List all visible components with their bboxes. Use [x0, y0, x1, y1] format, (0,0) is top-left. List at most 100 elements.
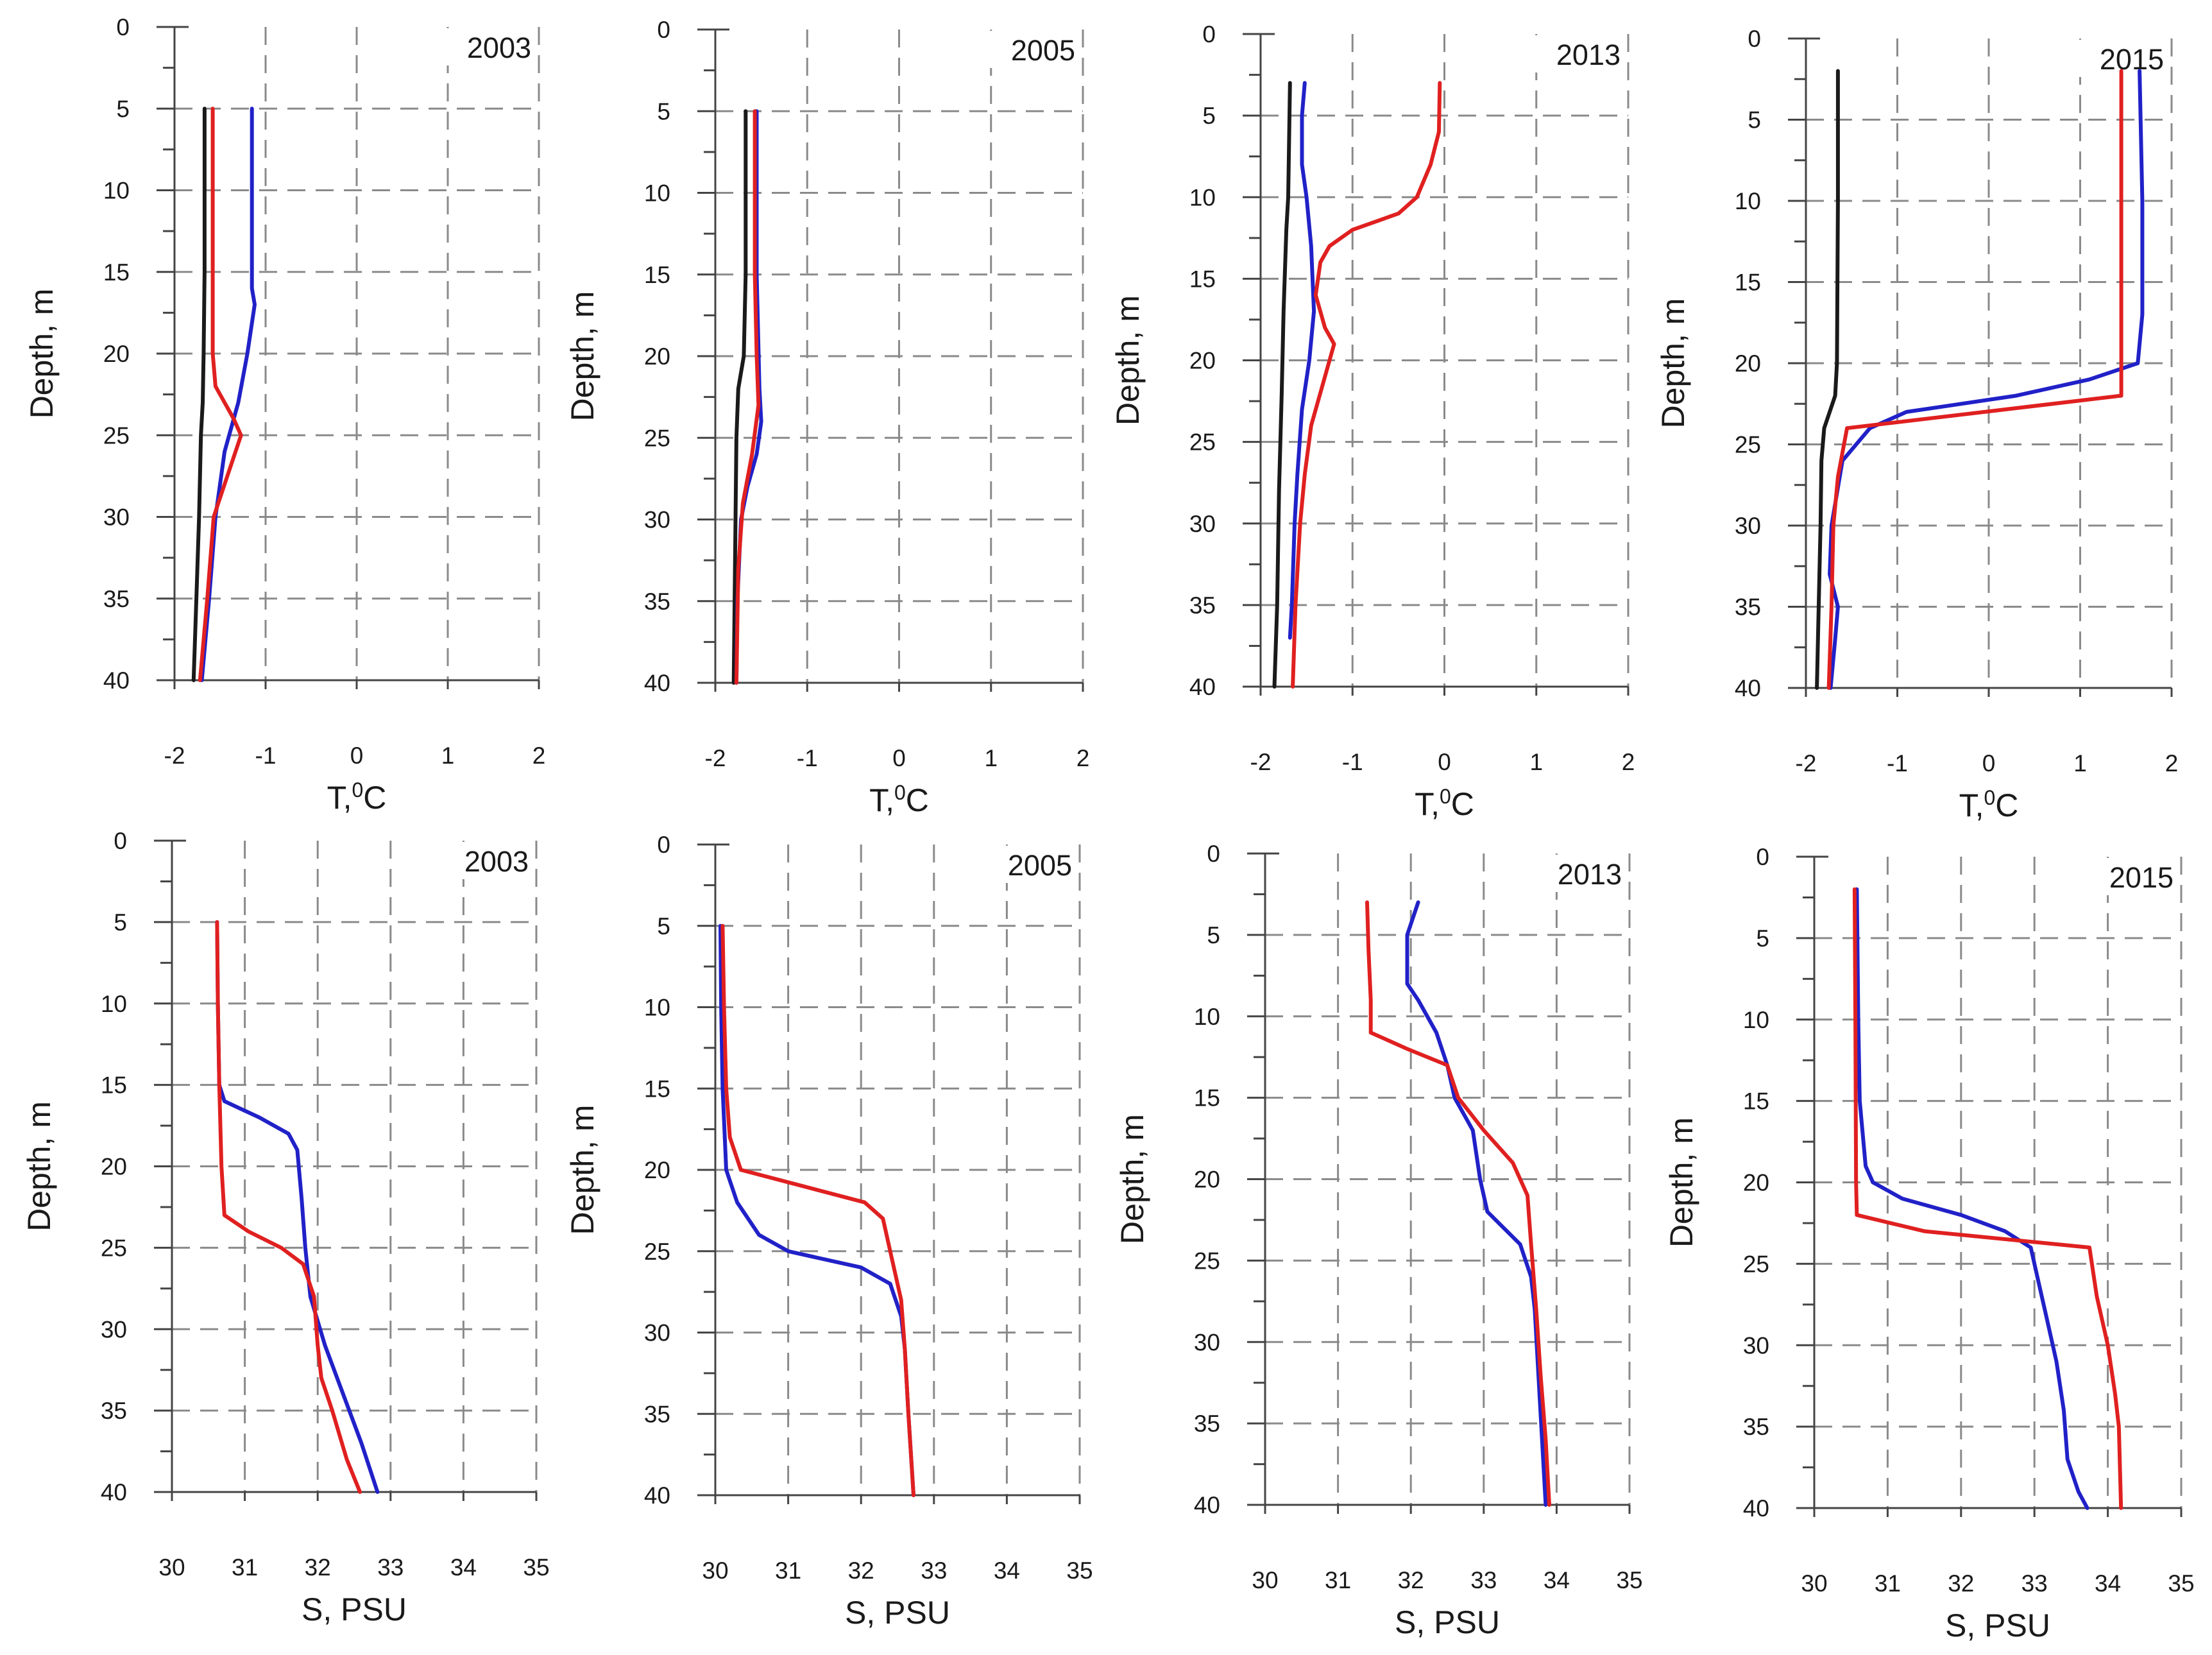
y-tick-label: 5: [657, 913, 670, 939]
series-line-blue: [200, 107, 257, 682]
x-tick-label: 1: [1529, 749, 1543, 775]
series-line-black: [1815, 69, 1840, 690]
year-label: 2015: [2100, 43, 2164, 76]
y-axis-title: Depth, m: [1663, 1117, 1699, 1248]
y-tick-label: 25: [644, 1239, 670, 1265]
series-line-black: [191, 107, 207, 682]
x-tick-label: 30: [702, 1557, 728, 1584]
degree-superscript: 0: [894, 781, 906, 804]
panel-temperature-2013: 0 5 10 15 20 25 30 35 40 -2 -1 0 1 2 T,0C Depth, m 2013: [1110, 21, 1635, 822]
y-tick-label: 35: [1189, 592, 1216, 619]
x-tick-label: 35: [1066, 1557, 1093, 1584]
x-tick-label: 1: [2073, 750, 2087, 776]
series-line-red: [1291, 81, 1442, 689]
y-tick-label: 30: [101, 1316, 127, 1342]
x-tick-label: 32: [848, 1557, 874, 1584]
unit-text: C: [906, 782, 929, 818]
x-tick-label: 33: [921, 1557, 947, 1584]
y-tick-label: 10: [1743, 1007, 1769, 1033]
unit-text: C: [1451, 786, 1474, 822]
x-tick-label: 2: [532, 742, 546, 769]
x-tick-label: 30: [1252, 1567, 1278, 1593]
y-tick-label: 0: [114, 828, 127, 854]
y-axis-title: Depth, m: [24, 289, 60, 419]
y-tick-label: 25: [1189, 429, 1216, 456]
x-axis-title: S, PSU: [1395, 1604, 1500, 1640]
x-tick-label: -2: [164, 742, 185, 769]
x-tick-label: 0: [1438, 749, 1451, 775]
year-label: 2005: [1008, 849, 1072, 882]
y-tick-label: 20: [1735, 350, 1761, 377]
y-tick-label: 30: [644, 507, 670, 533]
y-tick-label: 20: [644, 1157, 670, 1183]
y-tick-label: 10: [1189, 184, 1216, 210]
y-tick-label: 0: [1756, 844, 1769, 870]
degree-superscript: 0: [1440, 785, 1451, 808]
y-tick-label: 5: [116, 96, 130, 122]
x-tick-label: 2: [2165, 750, 2179, 776]
year-label-bg: [1536, 855, 1626, 892]
y-tick-label: 15: [101, 1072, 127, 1099]
x-axis-title: S, PSU: [302, 1591, 407, 1627]
year-label-bg: [2088, 858, 2178, 895]
year-label-bg: [446, 28, 536, 65]
year-label: 2013: [1556, 39, 1621, 71]
y-axis-title: Depth, m: [565, 291, 600, 422]
y-axis-title: Depth, m: [565, 1105, 600, 1235]
x-tick-label: 32: [1398, 1567, 1424, 1593]
y-tick-label: 40: [1735, 675, 1761, 701]
x-tick-label: 0: [350, 742, 364, 769]
series-line-blue: [1405, 900, 1548, 1507]
y-tick-label: 25: [1735, 432, 1761, 458]
series-line-blue: [215, 920, 380, 1494]
panel-temperature-2015: 0 5 10 15 20 25 30 35 40 -2 -1 0 1 2 T,0C Depth, m 2015: [1655, 26, 2178, 823]
x-tick-label: 30: [1801, 1570, 1827, 1597]
y-tick-label: 5: [657, 98, 670, 124]
x-axis-title: T,0C: [869, 781, 929, 818]
y-tick-label: 25: [1743, 1251, 1769, 1277]
year-label: 2015: [2109, 861, 2174, 894]
degree-superscript: 0: [1984, 786, 1996, 809]
panel-temperature-2005: 0 5 10 15 20 25 30 35 40 -2 -1 0 1 2 T,0C Depth, m 2005: [565, 17, 1089, 818]
y-tick-label: 40: [1743, 1495, 1769, 1522]
y-tick-label: 10: [644, 180, 670, 207]
series-line-black: [731, 109, 748, 685]
y-tick-label: 15: [644, 262, 670, 288]
x-tick-label: -1: [1887, 750, 1908, 776]
y-tick-label: 10: [101, 991, 127, 1017]
series-line-red: [1365, 900, 1551, 1507]
x-axis-title: S, PSU: [845, 1595, 950, 1631]
y-tick-label: 35: [644, 588, 670, 615]
y-tick-label: 15: [644, 1076, 670, 1102]
panel-salinity-2005: 0 5 10 15 20 25 30 35 40 30 31 32 33 34 35 S, PSU Depth,…: [565, 832, 1093, 1631]
y-tick-label: 40: [644, 670, 670, 696]
y-axis-title: Depth, m: [1114, 1114, 1150, 1244]
x-tick-label: 2: [1622, 749, 1635, 775]
x-tick-label: 33: [377, 1554, 404, 1581]
year-label-bg: [2079, 40, 2168, 77]
x-tick-label: 34: [1544, 1567, 1570, 1593]
y-tick-label: 40: [1194, 1492, 1220, 1518]
x-tick-label: -1: [255, 742, 276, 769]
y-tick-label: 15: [1743, 1088, 1769, 1115]
y-tick-label: 0: [116, 14, 130, 40]
y-tick-label: 40: [1189, 674, 1216, 700]
year-label-bg: [1535, 35, 1625, 73]
unit-text: C: [1995, 787, 2018, 823]
year-label: 2005: [1011, 34, 1075, 67]
series-line-blue: [1855, 887, 2089, 1510]
y-tick-label: 40: [103, 667, 130, 694]
x-tick-label: 1: [984, 745, 998, 771]
x-tick-label: -1: [797, 745, 818, 771]
x-axis-title: T,0C: [327, 778, 387, 816]
x-axis-title: T,0C: [1959, 786, 2019, 823]
year-label: 2003: [467, 31, 531, 64]
y-tick-label: 30: [103, 504, 130, 531]
series-line-black: [1272, 81, 1292, 689]
x-tick-label: 34: [2095, 1570, 2121, 1597]
y-tick-label: 10: [644, 995, 670, 1021]
y-tick-label: 20: [1194, 1167, 1220, 1193]
y-tick-label: 35: [1194, 1411, 1220, 1437]
x-tick-label: -2: [1250, 749, 1272, 775]
